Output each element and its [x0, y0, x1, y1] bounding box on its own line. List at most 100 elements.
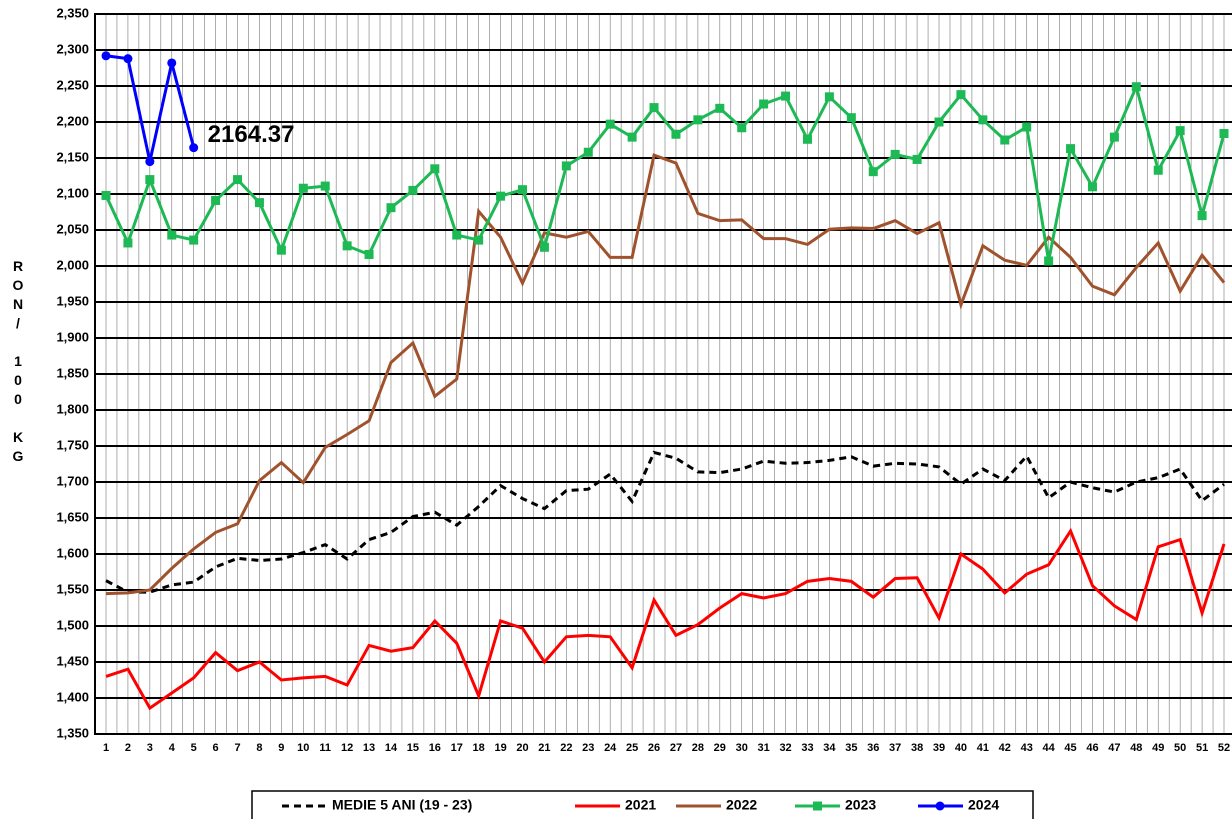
point-marker: [583, 147, 593, 157]
y-tick-label: 1,400: [56, 689, 89, 704]
y-tick-label: 1,350: [56, 725, 89, 740]
x-tick-label: 19: [494, 742, 506, 754]
point-marker: [1197, 211, 1207, 221]
x-tick-label: 38: [911, 742, 923, 754]
x-tick-label: 33: [801, 742, 813, 754]
y-tick-label: 1,650: [56, 509, 89, 524]
y-tick-label: 1,500: [56, 617, 89, 632]
point-marker: [978, 115, 988, 125]
y-tick-label: 1,850: [56, 365, 89, 380]
x-tick-label: 20: [516, 742, 528, 754]
point-marker: [145, 175, 155, 185]
point-marker: [1219, 129, 1229, 139]
legend-marker: [813, 801, 822, 811]
point-marker: [824, 92, 834, 102]
x-tick-label: 52: [1218, 742, 1230, 754]
x-tick-label: 44: [1043, 742, 1056, 754]
x-tick-label: 31: [758, 742, 770, 754]
point-marker: [320, 181, 330, 191]
x-tick-label: 8: [256, 742, 262, 754]
point-marker: [496, 191, 506, 201]
x-tick-label: 45: [1064, 742, 1076, 754]
point-marker: [145, 157, 155, 167]
point-marker: [123, 54, 133, 64]
x-tick-label: 9: [278, 742, 284, 754]
point-marker: [123, 238, 133, 248]
x-tick-label: 5: [191, 742, 197, 754]
y-tick-label: 1,800: [56, 401, 89, 416]
point-marker: [167, 58, 177, 68]
x-tick-label: 43: [1021, 742, 1033, 754]
point-marker: [211, 195, 221, 205]
x-tick-label: 24: [604, 742, 617, 754]
x-tick-label: 36: [867, 742, 879, 754]
point-marker: [539, 242, 549, 252]
x-tick-label: 34: [823, 742, 836, 754]
series-line: [104, 82, 1226, 262]
x-tick-label: 18: [473, 742, 485, 754]
y-tick-label: 1,950: [56, 293, 89, 308]
x-tick-label: 51: [1196, 742, 1208, 754]
x-tick-label: 15: [407, 742, 419, 754]
y-tick-label: 2,050: [56, 221, 89, 236]
x-tick-label: 49: [1152, 742, 1164, 754]
legend-marker: [935, 801, 945, 811]
x-tick-label: 30: [736, 742, 748, 754]
x-tick-label: 39: [933, 742, 945, 754]
point-marker: [890, 149, 900, 159]
point-marker: [934, 117, 944, 127]
point-marker: [189, 235, 199, 245]
x-tick-label: 4: [169, 742, 176, 754]
point-marker: [386, 203, 396, 213]
point-marker: [1087, 182, 1097, 192]
point-marker: [298, 183, 308, 193]
point-marker: [452, 230, 462, 240]
point-marker: [233, 175, 243, 185]
x-tick-label: 7: [234, 742, 240, 754]
point-marker: [276, 245, 286, 255]
x-tick-label: 41: [977, 742, 989, 754]
x-tick-label: 27: [670, 742, 682, 754]
point-marker: [1022, 122, 1032, 132]
point-marker: [1000, 135, 1010, 145]
point-marker: [1109, 132, 1119, 142]
x-tick-label: 10: [297, 742, 309, 754]
point-marker: [430, 164, 440, 174]
point-marker: [1153, 165, 1163, 175]
series-line: [105, 527, 1226, 711]
point-marker: [605, 119, 615, 129]
y-tick-label: 2,000: [56, 257, 89, 272]
legend-label: 2022: [726, 797, 757, 813]
x-tick-label: 23: [582, 742, 594, 754]
x-tick-label: 21: [538, 742, 550, 754]
legend-label: 2024: [968, 797, 999, 813]
point-marker: [846, 113, 856, 123]
point-marker: [649, 103, 659, 113]
point-marker: [408, 185, 418, 195]
x-tick-label: 1: [103, 742, 109, 754]
x-tick-label: 11: [319, 742, 331, 754]
y-tick-label: 1,900: [56, 329, 89, 344]
y-tick-label: 2,200: [56, 113, 89, 128]
point-marker: [759, 99, 769, 109]
x-tick-label: 40: [955, 742, 967, 754]
series-line: [105, 450, 1225, 594]
x-tick-label: 13: [363, 742, 375, 754]
y-tick-label: 2,250: [56, 77, 89, 92]
point-marker: [671, 129, 681, 139]
x-tick-label: 29: [714, 742, 726, 754]
x-tick-label: 48: [1130, 742, 1142, 754]
y-tick-label: 1,750: [56, 437, 89, 452]
x-tick-label: 32: [779, 742, 791, 754]
legend-box: [251, 790, 1034, 819]
y-tick-label: 1,700: [56, 473, 89, 488]
legend-label: 2023: [845, 797, 876, 813]
x-tick-label: 17: [451, 742, 463, 754]
y-tick-label: 2,300: [56, 41, 89, 56]
x-tick-label: 42: [999, 742, 1011, 754]
point-marker: [101, 51, 111, 61]
legend-label: 2021: [625, 797, 656, 813]
point-marker: [1066, 144, 1076, 154]
y-tick-label: 2,100: [56, 185, 89, 200]
